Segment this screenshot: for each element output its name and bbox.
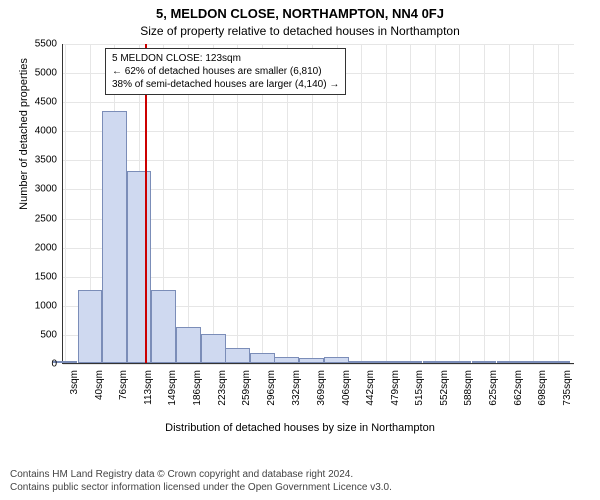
x-tick-label: 588sqm — [463, 370, 474, 406]
y-tick-label: 2500 — [19, 213, 57, 224]
histogram-bar — [324, 357, 349, 363]
histogram-bar — [521, 361, 546, 363]
y-tick-label: 0 — [19, 359, 57, 370]
histogram-bar — [373, 361, 398, 363]
x-tick-label: 3sqm — [69, 370, 80, 394]
x-tick-label: 552sqm — [439, 370, 450, 406]
x-tick-label: 442sqm — [365, 370, 376, 406]
y-tick-label: 4000 — [19, 126, 57, 137]
chart-subtitle: Size of property relative to detached ho… — [0, 24, 600, 38]
x-tick-label: 186sqm — [192, 370, 203, 406]
y-tick-label: 2000 — [19, 242, 57, 253]
histogram-bar — [299, 358, 324, 363]
x-tick-label: 625sqm — [488, 370, 499, 406]
histogram-bar — [398, 361, 423, 363]
annotation-box: 5 MELDON CLOSE: 123sqm← 62% of detached … — [105, 48, 346, 95]
histogram-bar — [127, 171, 152, 363]
histogram-bar — [250, 353, 275, 363]
x-tick-label: 259sqm — [241, 370, 252, 406]
x-tick-label: 369sqm — [316, 370, 327, 406]
x-tick-label: 223sqm — [217, 370, 228, 406]
x-tick-label: 479sqm — [390, 370, 401, 406]
histogram-bar — [546, 361, 571, 363]
histogram-bar — [497, 361, 522, 363]
histogram-bar — [201, 334, 226, 363]
x-tick-label: 113sqm — [143, 370, 154, 405]
x-tick-label: 296sqm — [266, 370, 277, 406]
x-tick-label: 149sqm — [167, 370, 178, 406]
y-tick-label: 1000 — [19, 300, 57, 311]
histogram-bar — [151, 290, 176, 363]
y-tick-label: 4500 — [19, 97, 57, 108]
histogram-bar — [78, 290, 103, 363]
histogram-bar — [176, 327, 201, 363]
histogram-bar — [447, 361, 472, 363]
footer-line: Contains public sector information licen… — [10, 481, 590, 494]
annotation-line: 38% of semi-detached houses are larger (… — [112, 78, 339, 91]
annotation-line: ← 62% of detached houses are smaller (6,… — [112, 65, 339, 78]
annotation-line: 5 MELDON CLOSE: 123sqm — [112, 52, 339, 65]
x-tick-label: 40sqm — [94, 370, 105, 400]
footer-attribution: Contains HM Land Registry data © Crown c… — [0, 468, 600, 494]
y-tick-label: 5500 — [19, 39, 57, 50]
y-tick-label: 3500 — [19, 155, 57, 166]
y-tick-label: 5000 — [19, 68, 57, 79]
x-tick-label: 735sqm — [562, 370, 573, 406]
histogram-bar — [102, 111, 127, 363]
chart-title-address: 5, MELDON CLOSE, NORTHAMPTON, NN4 0FJ — [0, 6, 600, 21]
y-tick-label: 500 — [19, 329, 57, 340]
histogram-bar — [274, 357, 299, 363]
x-tick-label: 332sqm — [291, 370, 302, 406]
x-tick-label: 698sqm — [537, 370, 548, 406]
gridline-h — [63, 364, 574, 365]
x-tick-label: 76sqm — [118, 370, 129, 400]
x-tick-label: 406sqm — [341, 370, 352, 406]
histogram-bar — [348, 361, 373, 363]
x-axis-label: Distribution of detached houses by size … — [0, 422, 600, 434]
y-tick-label: 3000 — [19, 184, 57, 195]
chart-container: 5, MELDON CLOSE, NORTHAMPTON, NN4 0FJ Si… — [0, 0, 600, 500]
y-tick-label: 1500 — [19, 271, 57, 282]
footer-line: Contains HM Land Registry data © Crown c… — [10, 468, 590, 481]
x-tick-label: 662sqm — [513, 370, 524, 406]
x-tick-label: 515sqm — [414, 370, 425, 406]
histogram-bar — [472, 361, 497, 363]
histogram-bar — [423, 361, 448, 363]
histogram-bar — [225, 348, 250, 363]
